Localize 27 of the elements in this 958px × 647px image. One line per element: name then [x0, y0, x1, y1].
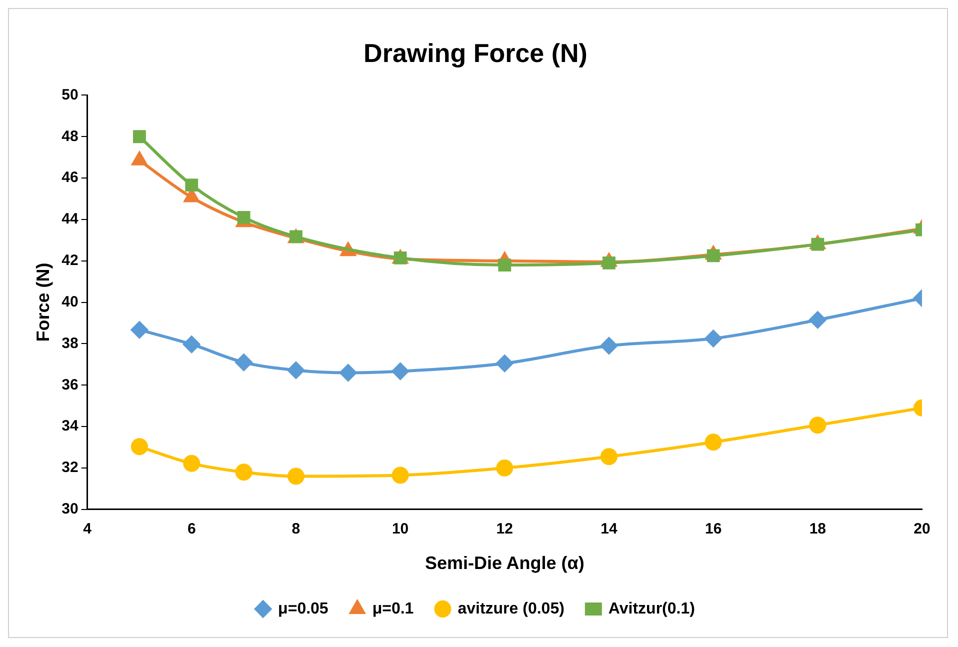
y-tick-label: 30	[62, 500, 78, 518]
x-tick-label: 6	[187, 520, 196, 538]
y-tick-label: 50	[62, 86, 78, 104]
chart-title: Drawing Force (N)	[364, 38, 588, 68]
x-tick-label: 8	[292, 520, 300, 538]
legend-label: μ=0.05	[278, 600, 328, 618]
legend-label: Avitzur(0.1)	[608, 600, 695, 618]
legend-label: μ=0.1	[372, 600, 414, 618]
x-tick-label: 4	[83, 520, 92, 538]
x-tick-label: 18	[809, 520, 826, 538]
x-axis-title: Semi-Die Angle (α)	[424, 553, 584, 574]
y-tick-label: 32	[62, 459, 78, 476]
x-tick-label: 14	[600, 520, 618, 538]
y-tick-label: 40	[62, 293, 78, 310]
y-tick-label: 38	[62, 334, 78, 352]
y-axis-title: Force (N)	[32, 262, 53, 342]
y-tick-label: 34	[62, 418, 79, 435]
x-tick-label: 10	[392, 520, 409, 538]
y-tick-label: 44	[62, 210, 79, 228]
x-tick-label: 20	[914, 520, 930, 538]
y-tick-label: 46	[62, 169, 78, 186]
x-tick-label: 16	[704, 520, 722, 538]
legend-label: avitzure (0.05)	[458, 600, 564, 618]
y-tick-label: 48	[62, 128, 78, 145]
x-tick-label: 12	[496, 520, 513, 538]
y-tick-label: 42	[62, 252, 78, 270]
y-tick-label: 36	[62, 376, 78, 394]
